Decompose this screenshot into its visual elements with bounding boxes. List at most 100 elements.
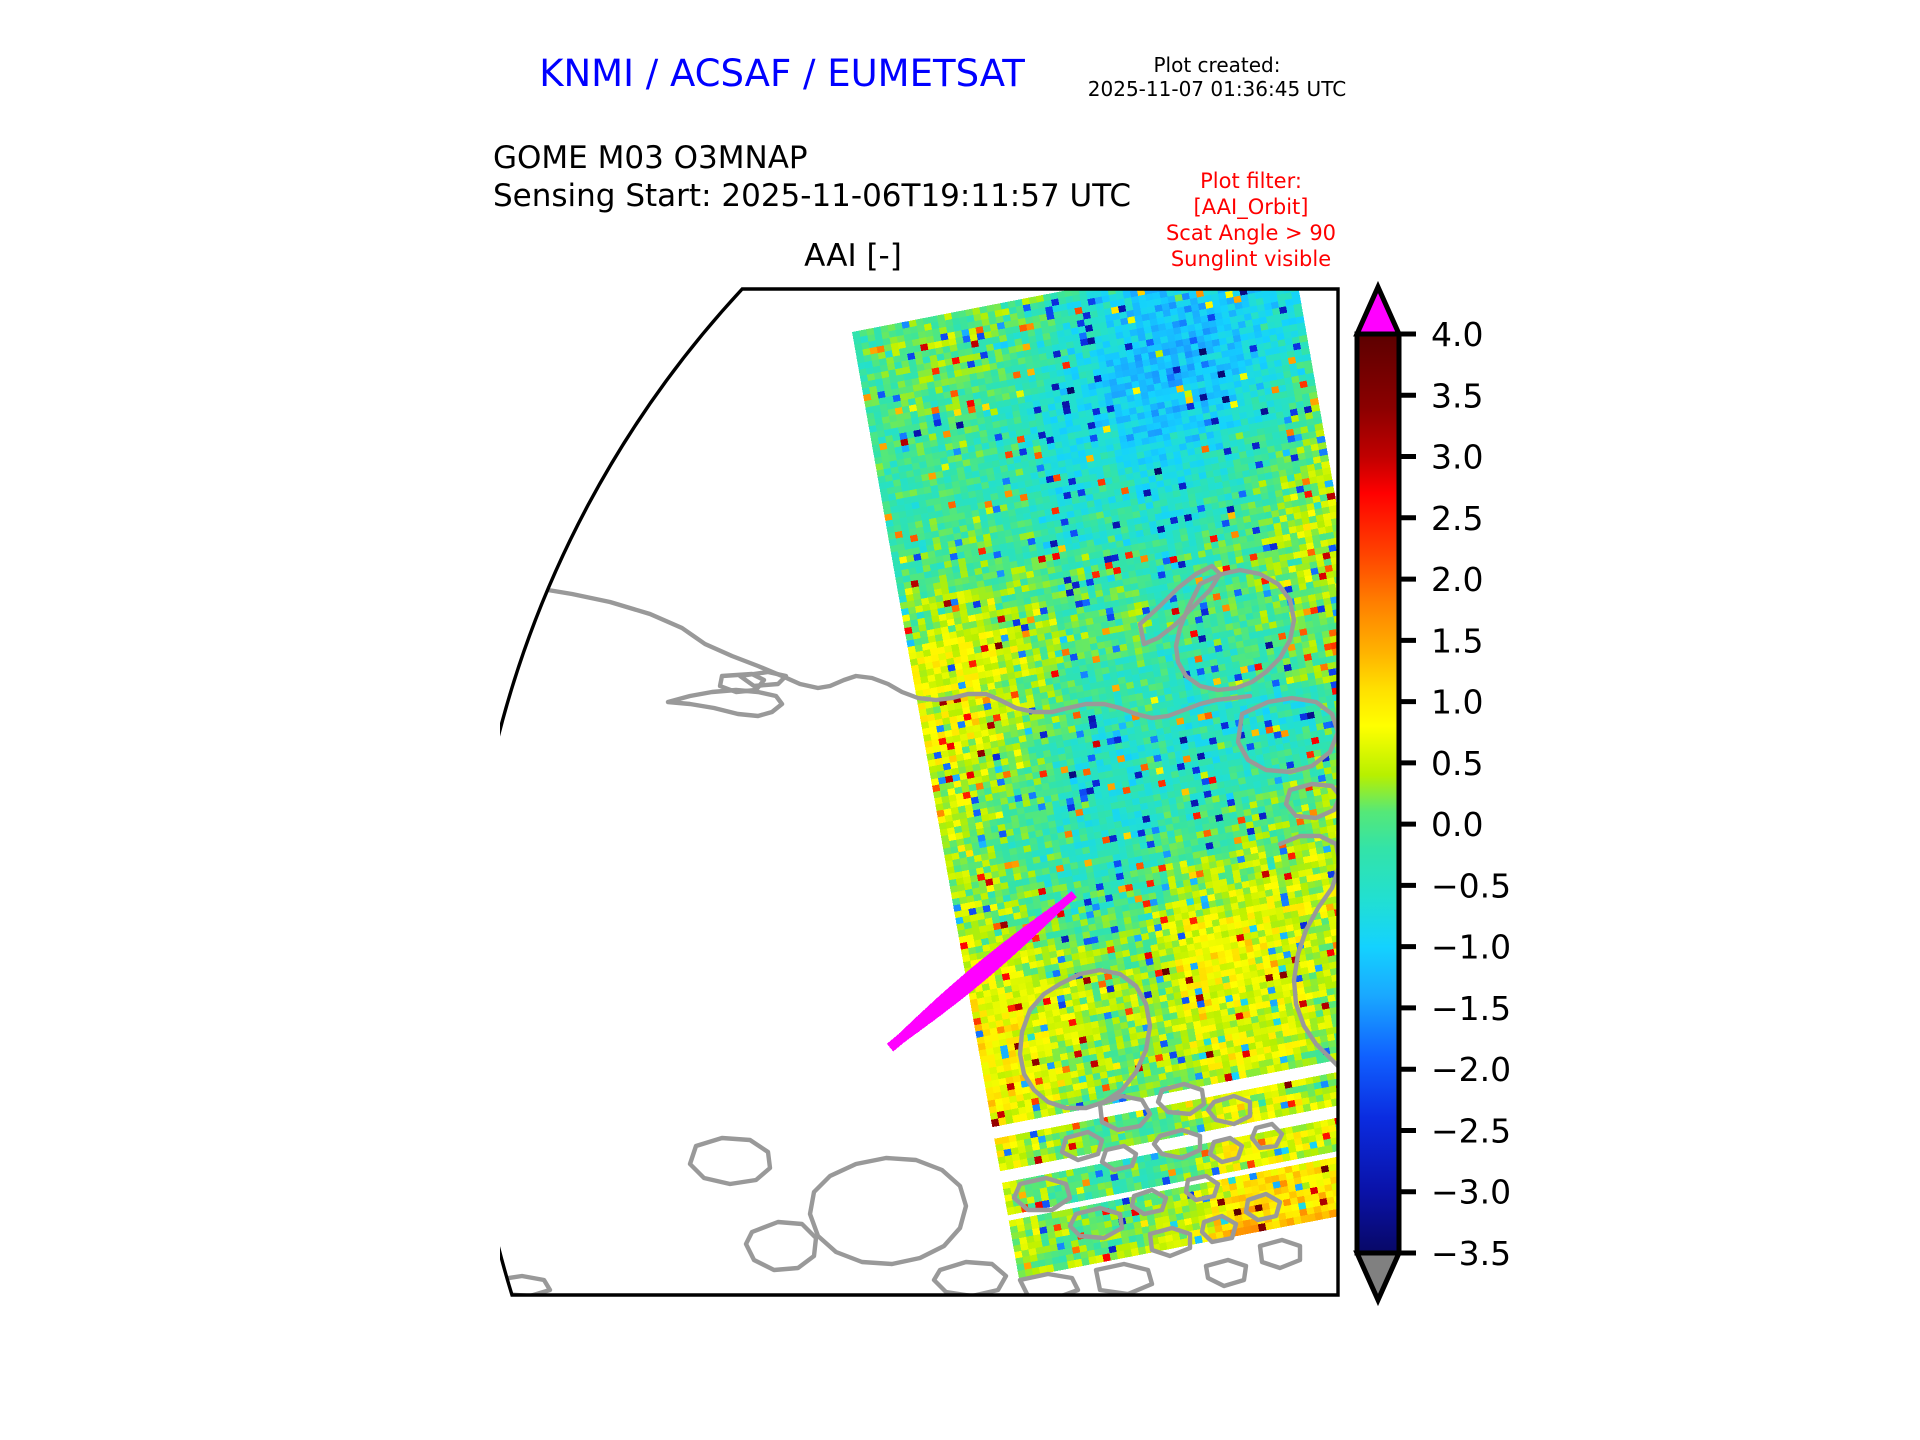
plot-created-value: 2025-11-07 01:36:45 UTC	[1087, 77, 1347, 101]
aai-pixel	[860, 335, 870, 345]
aai-pixel	[1106, 320, 1116, 329]
aai-pixel	[984, 337, 995, 347]
aai-pixel	[888, 369, 898, 378]
aai-pixel	[1029, 341, 1039, 351]
aai-pixel	[1275, 326, 1285, 336]
aai-pixel	[1340, 737, 1342, 746]
aai-pixel	[883, 383, 893, 392]
aai-pixel	[1202, 327, 1212, 337]
aai-pixel	[1195, 328, 1205, 338]
aai-pixel	[1130, 334, 1141, 344]
aai-pixel	[1139, 300, 1149, 310]
aai-pixel	[1098, 360, 1109, 370]
aai-pixel	[1149, 357, 1159, 367]
aai-pixel	[1079, 338, 1090, 348]
plot-filter-block: Plot filter: [AAI_Orbit] Scat Angle > 90…	[1140, 168, 1362, 272]
aai-pixel	[866, 373, 877, 383]
aai-pixel	[874, 332, 884, 342]
aai-pixel	[1126, 309, 1136, 319]
aai-pixel	[1159, 290, 1169, 300]
aai-pixel	[985, 343, 996, 353]
aai-pixel	[1158, 329, 1169, 339]
aai-pixel	[925, 374, 936, 384]
aai-pixel	[1210, 332, 1221, 342]
aai-pixel	[1220, 304, 1230, 314]
aai-pixel	[1115, 331, 1125, 341]
aai-pixel	[898, 347, 909, 357]
aai-pixel	[1117, 344, 1128, 353]
aai-pixel	[1070, 327, 1081, 336]
aai-pixel	[1029, 302, 1040, 312]
aai-pixel	[1078, 331, 1089, 341]
aai-pixel	[1113, 318, 1123, 328]
aai-pixel	[1162, 309, 1173, 319]
aai-pixel	[1095, 341, 1105, 351]
aai-pixel	[1176, 345, 1186, 355]
aai-pixel	[1341, 614, 1342, 623]
aai-pixel	[871, 359, 882, 369]
aai-pixel	[943, 351, 953, 361]
aai-pixel	[1217, 331, 1228, 340]
aai-pixel	[1143, 325, 1154, 335]
aai-pixel	[1247, 292, 1257, 302]
aai-pixel	[1294, 309, 1304, 319]
aai-pixel	[901, 320, 911, 330]
aai-pixel	[1255, 297, 1266, 307]
aai-pixel	[1189, 336, 1199, 346]
aai-pixel	[907, 352, 917, 362]
aai-pixel	[858, 368, 869, 378]
aai-pixel	[903, 372, 913, 382]
aai-pixel	[1276, 293, 1287, 303]
aai-pixel	[1128, 284, 1137, 286]
aai-pixel	[1036, 340, 1046, 350]
aai-pixel	[1138, 294, 1148, 304]
aai-pixel	[1110, 306, 1121, 316]
aai-pixel	[940, 332, 950, 342]
aai-pixel	[891, 348, 902, 358]
filter-product: [AAI_Orbit]	[1193, 195, 1309, 219]
aai-pixel	[958, 355, 969, 365]
aai-pixel	[1103, 307, 1114, 317]
aai-pixel	[1129, 289, 1140, 299]
aai-pixel	[1051, 298, 1061, 308]
aai-pixel	[1109, 299, 1120, 309]
aai-pixel	[1023, 310, 1034, 319]
aai-pixel	[1068, 314, 1078, 324]
aai-pixel	[1021, 336, 1031, 346]
aai-pixel	[1123, 297, 1134, 306]
aai-pixel	[972, 352, 983, 362]
aai-pixel	[1028, 296, 1039, 305]
aai-pixel	[1020, 330, 1030, 340]
aai-pixel	[1098, 321, 1109, 331]
aai-pixel	[1268, 289, 1279, 298]
aai-pixel	[1059, 303, 1069, 313]
aai-pixel	[989, 362, 999, 372]
aai-pixel	[1110, 345, 1120, 355]
aai-pixel	[926, 335, 936, 345]
aai-pixel	[979, 390, 989, 400]
aai-pixel	[1210, 293, 1221, 303]
aai-pixel	[900, 399, 911, 409]
aai-pixel	[1056, 290, 1067, 300]
aai-pixel	[945, 364, 956, 374]
aai-pixel	[965, 353, 976, 363]
aai-pixel	[894, 322, 904, 332]
aai-pixel	[893, 400, 904, 410]
aai-pixel	[1004, 365, 1014, 375]
aai-pixel	[1156, 356, 1166, 365]
aai-pixel	[930, 321, 941, 331]
aai-pixel	[1133, 353, 1144, 363]
aai-pixel	[1176, 306, 1187, 316]
aai-pixel	[1081, 305, 1091, 315]
aai-pixel	[1088, 304, 1099, 313]
aai-pixel	[1183, 344, 1193, 354]
aai-pixel	[1084, 363, 1094, 373]
aai-pixel	[1258, 316, 1269, 326]
aai-pixel	[986, 389, 997, 398]
aai-pixel	[859, 374, 870, 384]
aai-pixel	[1190, 342, 1200, 352]
aai-pixel	[1050, 376, 1060, 386]
aai-pixel	[970, 339, 981, 349]
aai-pixel	[899, 353, 910, 363]
aai-pixel	[1174, 333, 1184, 342]
